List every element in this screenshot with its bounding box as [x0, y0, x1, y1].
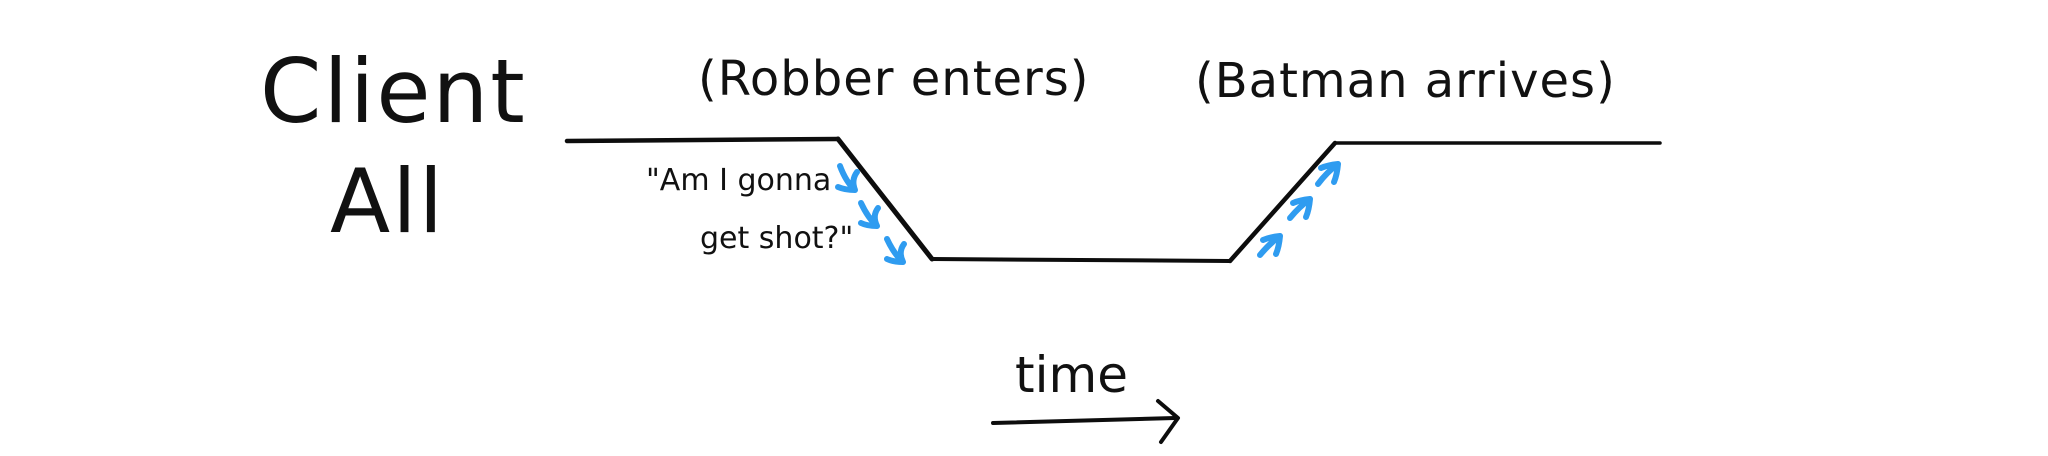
y-axis-title-line1: Client: [260, 40, 527, 143]
trajectory-drop: [835, 136, 935, 262]
time-arrow-head: [1156, 399, 1180, 444]
client-all-trajectory: [564, 136, 1662, 264]
trajectory-high-start: [564, 136, 841, 144]
drop-arrow-3: [884, 236, 907, 265]
drop-arrow-2: [858, 200, 881, 229]
y-axis-title-line2: All: [330, 150, 445, 253]
y-axis-title: Client All: [260, 40, 527, 253]
rise-arrow-1: [1257, 233, 1283, 258]
quote-line2: get shot?": [700, 221, 853, 256]
rise-arrows: [1257, 161, 1341, 258]
event-label-batman: (Batman arrives): [1195, 53, 1616, 109]
x-axis-label: time: [1015, 346, 1128, 404]
quote-line1: "Am I gonna: [646, 163, 831, 198]
time-arrow-shaft: [991, 416, 1177, 425]
trajectory-rise: [1227, 140, 1338, 264]
quote: "Am I gonna get shot?": [646, 163, 853, 256]
rise-arrow-3: [1315, 161, 1341, 187]
drop-arrows: [835, 163, 907, 265]
trajectory-low: [930, 257, 1232, 263]
time-arrow: [991, 399, 1180, 444]
rise-arrow-2: [1287, 196, 1313, 221]
event-label-robber: (Robber enters): [698, 51, 1090, 107]
drop-arrow-1: [835, 163, 860, 193]
